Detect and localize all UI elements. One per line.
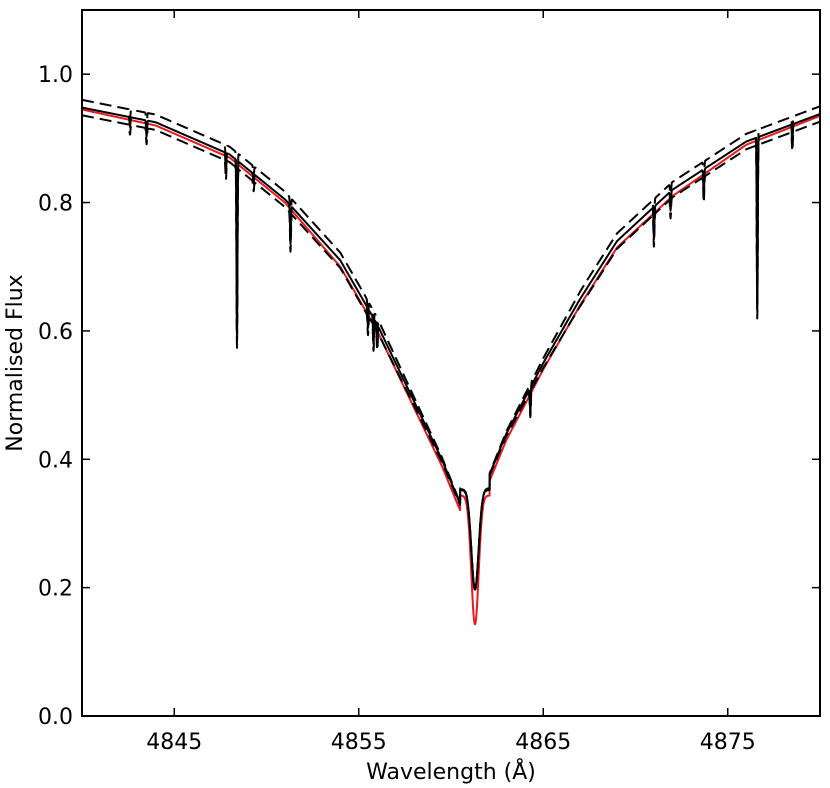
x-ticks: 4845 4855 4865 4875 bbox=[146, 10, 756, 755]
y-tick-label: 0.6 bbox=[38, 320, 73, 345]
y-tick-label: 0.4 bbox=[38, 448, 73, 473]
y-ticks: 0.0 0.2 0.4 0.6 0.8 1.0 bbox=[38, 63, 820, 730]
y-tick-label: 0.0 bbox=[38, 705, 73, 730]
y-tick-label: 0.8 bbox=[38, 192, 73, 217]
x-axis-title: Wavelength (Å) bbox=[366, 758, 536, 785]
red-model-line bbox=[81, 108, 821, 626]
y-tick-label: 0.2 bbox=[38, 577, 73, 602]
y-tick-label: 1.0 bbox=[38, 63, 73, 88]
x-tick-label: 4855 bbox=[331, 730, 387, 755]
observed-spectrum-line bbox=[81, 106, 821, 591]
x-tick-label: 4845 bbox=[146, 730, 202, 755]
plot-lines bbox=[81, 98, 821, 626]
x-tick-label: 4865 bbox=[515, 730, 571, 755]
dashed-series-line bbox=[81, 98, 821, 591]
y-axis-title: Normalised Flux bbox=[3, 274, 28, 451]
x-tick-label: 4875 bbox=[700, 730, 756, 755]
plot-frame bbox=[81, 9, 821, 717]
dashed-series-line bbox=[81, 105, 821, 591]
